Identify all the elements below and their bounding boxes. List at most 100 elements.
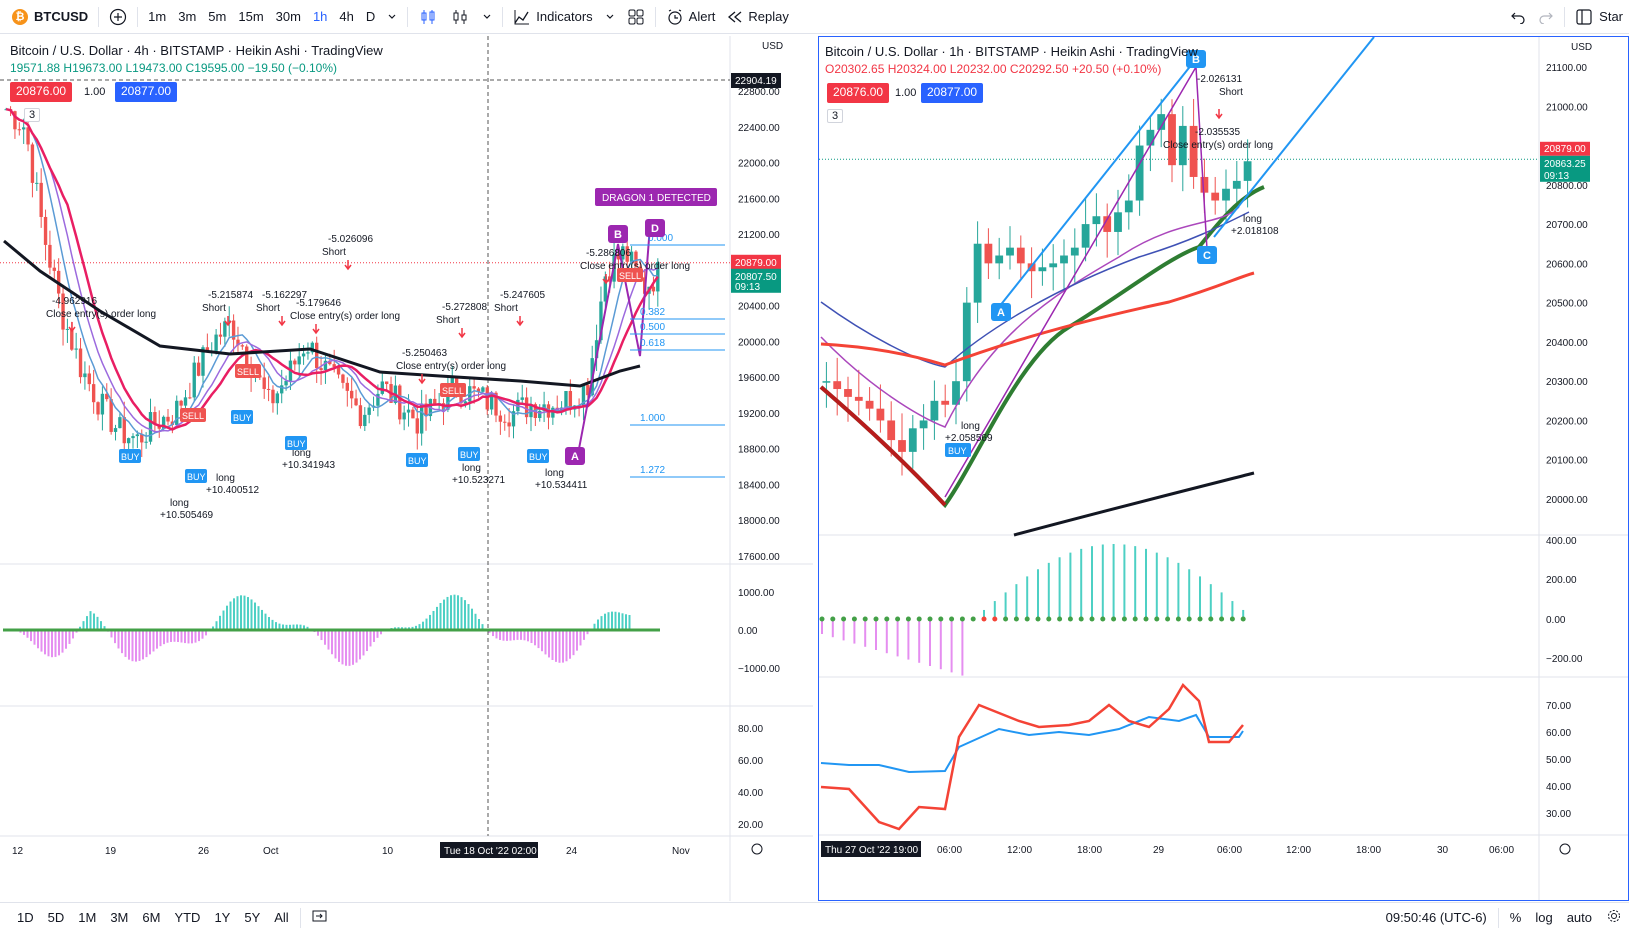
undo-button[interactable] <box>1504 4 1532 30</box>
interval-dropdown[interactable] <box>381 4 403 30</box>
interval-1h[interactable]: 1h <box>312 9 328 24</box>
interval-d[interactable]: D <box>365 9 376 24</box>
left-chart-pane[interactable]: 22800.00 22400.00 22000.00 21600.00 21200.00… <box>0 36 813 901</box>
candle-body <box>275 393 280 404</box>
candle-body <box>1049 263 1058 268</box>
left-currency[interactable]: USD <box>762 41 784 52</box>
price-tick-label: 20600.00 <box>1546 259 1588 270</box>
chevron-down-icon <box>606 14 614 19</box>
candle-body <box>384 381 389 385</box>
candle-body <box>616 254 621 260</box>
alert-button[interactable]: Alert <box>660 4 722 30</box>
candle-body <box>476 388 481 392</box>
buy-signal-label: BUY <box>187 472 206 482</box>
range-1d[interactable]: 1D <box>17 910 34 925</box>
squeeze-dot <box>1229 616 1235 622</box>
goto-date-button[interactable] <box>305 909 335 926</box>
range-6m[interactable]: 6M <box>142 910 161 925</box>
right-chart-pane[interactable]: 21100.0021000.0020900.0020800.0020700.00… <box>818 36 1629 901</box>
layout-button[interactable] <box>621 4 651 30</box>
right-indicator-count[interactable]: 3 <box>827 109 844 123</box>
candle-body <box>446 384 450 410</box>
candle-body <box>1157 114 1166 130</box>
bar-style-button[interactable] <box>412 4 444 30</box>
trade-signal-label: Short <box>494 303 518 314</box>
range-5d[interactable]: 5D <box>47 910 65 925</box>
time-tick-label: 10 <box>382 846 394 857</box>
price-tick-label: 20800.00 <box>1546 181 1588 192</box>
star-button[interactable]: Star <box>1569 4 1629 30</box>
trade-signal-label: Close entry(s) order long <box>580 261 690 272</box>
interval-15m[interactable]: 15m <box>238 9 264 24</box>
interval-3m[interactable]: 3m <box>178 9 197 24</box>
right-qty[interactable]: 1.00 <box>895 87 917 99</box>
auto-toggle[interactable]: auto <box>1566 910 1592 925</box>
range-all[interactable]: All <box>274 910 289 925</box>
left-chart-canvas[interactable]: 22800.00 22400.00 22000.00 21600.00 21200.00… <box>0 36 813 901</box>
time-tick-label: 18:00 <box>1356 845 1381 856</box>
divider <box>1564 6 1566 27</box>
trade-signal-label: Close entry(s) order long <box>396 361 506 372</box>
squeeze-dot <box>1165 616 1171 622</box>
range-1y[interactable]: 1Y <box>214 910 231 925</box>
right-sell-price[interactable]: 20876.00 <box>827 83 890 103</box>
log-toggle[interactable]: log <box>1535 910 1553 925</box>
long-value-label: +2.018108 <box>1231 226 1279 237</box>
candle-body <box>450 377 454 385</box>
chart-type-button[interactable] <box>444 4 476 30</box>
time-tick-label: 06:00 <box>1217 845 1242 856</box>
short-arrow-icon <box>68 322 76 333</box>
clock-time[interactable]: 09:50:46 (UTC-6) <box>1385 910 1487 925</box>
left-indicator-count[interactable]: 3 <box>24 108 41 122</box>
left-high: H19673.00 <box>63 61 123 75</box>
interval-1m[interactable]: 1m <box>148 9 167 24</box>
interval-4h[interactable]: 4h <box>339 9 354 24</box>
candle-body <box>520 397 524 400</box>
pattern-point-label: B <box>1192 54 1200 66</box>
range-1m[interactable]: 1M <box>78 910 97 925</box>
buy-signal-marker <box>185 469 207 483</box>
left-close: C19595.00 <box>185 61 245 75</box>
candle-body <box>196 362 201 376</box>
candle-body <box>854 396 863 401</box>
redo-button[interactable] <box>1532 4 1560 30</box>
add-symbol-button[interactable] <box>103 4 133 30</box>
percent-toggle[interactable]: % <box>1509 910 1522 925</box>
left-qty[interactable]: 1.00 <box>84 86 106 98</box>
squeeze-dot <box>830 616 836 622</box>
candle-body <box>634 251 638 267</box>
candle-body <box>1070 247 1079 256</box>
divider <box>1497 907 1499 928</box>
right-currency[interactable]: USD <box>1571 42 1593 53</box>
price-tick-label: 22000.00 <box>738 159 780 170</box>
buy-signal-label: BUY <box>460 450 479 460</box>
chart-type-dropdown[interactable] <box>476 4 498 30</box>
left-sell-price[interactable]: 20876.00 <box>10 82 73 102</box>
settings-button[interactable] <box>1599 908 1629 927</box>
trade-value-label: -5.215874 <box>208 290 253 301</box>
trade-signal-label: Short <box>256 303 280 314</box>
candle-body <box>459 393 463 404</box>
symbol-search[interactable]: ₿ BTCUSD <box>0 4 94 30</box>
time-tick-label: Nov <box>672 846 690 857</box>
left-buy-price[interactable]: 20877.00 <box>115 82 178 102</box>
range-3m[interactable]: 3M <box>110 910 129 925</box>
range-5y[interactable]: 5Y <box>244 910 261 925</box>
redo-icon <box>1539 12 1554 24</box>
candle-body <box>26 127 30 145</box>
right-chart-canvas[interactable]: 21100.0021000.0020900.0020800.0020700.00… <box>819 37 1628 900</box>
interval-30m[interactable]: 30m <box>275 9 301 24</box>
right-close: C20292.50 <box>1009 62 1069 76</box>
price-tick-label: 20000.00 <box>1546 495 1588 506</box>
indicators-dropdown[interactable] <box>599 4 621 30</box>
range-ytd[interactable]: YTD <box>174 910 201 925</box>
squeeze-dot <box>992 616 998 622</box>
replay-button[interactable]: Replay <box>721 4 794 30</box>
interval-5m[interactable]: 5m <box>208 9 227 24</box>
right-buy-price[interactable]: 20877.00 <box>921 83 984 103</box>
indicators-button[interactable]: Indicators <box>507 4 598 30</box>
candle-body <box>887 420 896 441</box>
current-price-label: 20879.00 <box>735 258 777 269</box>
candle-body <box>227 320 231 322</box>
fib-level-label: 1.000 <box>640 413 665 424</box>
